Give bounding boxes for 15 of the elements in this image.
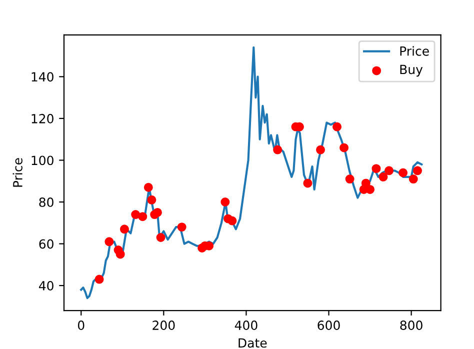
y-tick-label: 40 — [38, 281, 54, 290]
x-tick-label: 200 — [152, 320, 175, 330]
y-tick-label: 80 — [39, 197, 54, 207]
y-tick-label: 120 — [32, 114, 54, 124]
y-axis-title: Price — [12, 158, 22, 187]
y-tick-label: 60 — [39, 239, 54, 249]
legend-label: Price — [400, 46, 429, 56]
x-tick-label: 0 — [78, 320, 84, 330]
x-tick-label: 400 — [234, 320, 258, 330]
x-axis-title: Date — [238, 338, 267, 348]
y-tick-label: 140 — [32, 72, 54, 82]
x-tick-label: 600 — [318, 320, 340, 330]
legend-label: Buy — [400, 64, 423, 77]
y-tick-label: 100 — [32, 156, 54, 166]
x-tick-label: 800 — [400, 320, 422, 330]
